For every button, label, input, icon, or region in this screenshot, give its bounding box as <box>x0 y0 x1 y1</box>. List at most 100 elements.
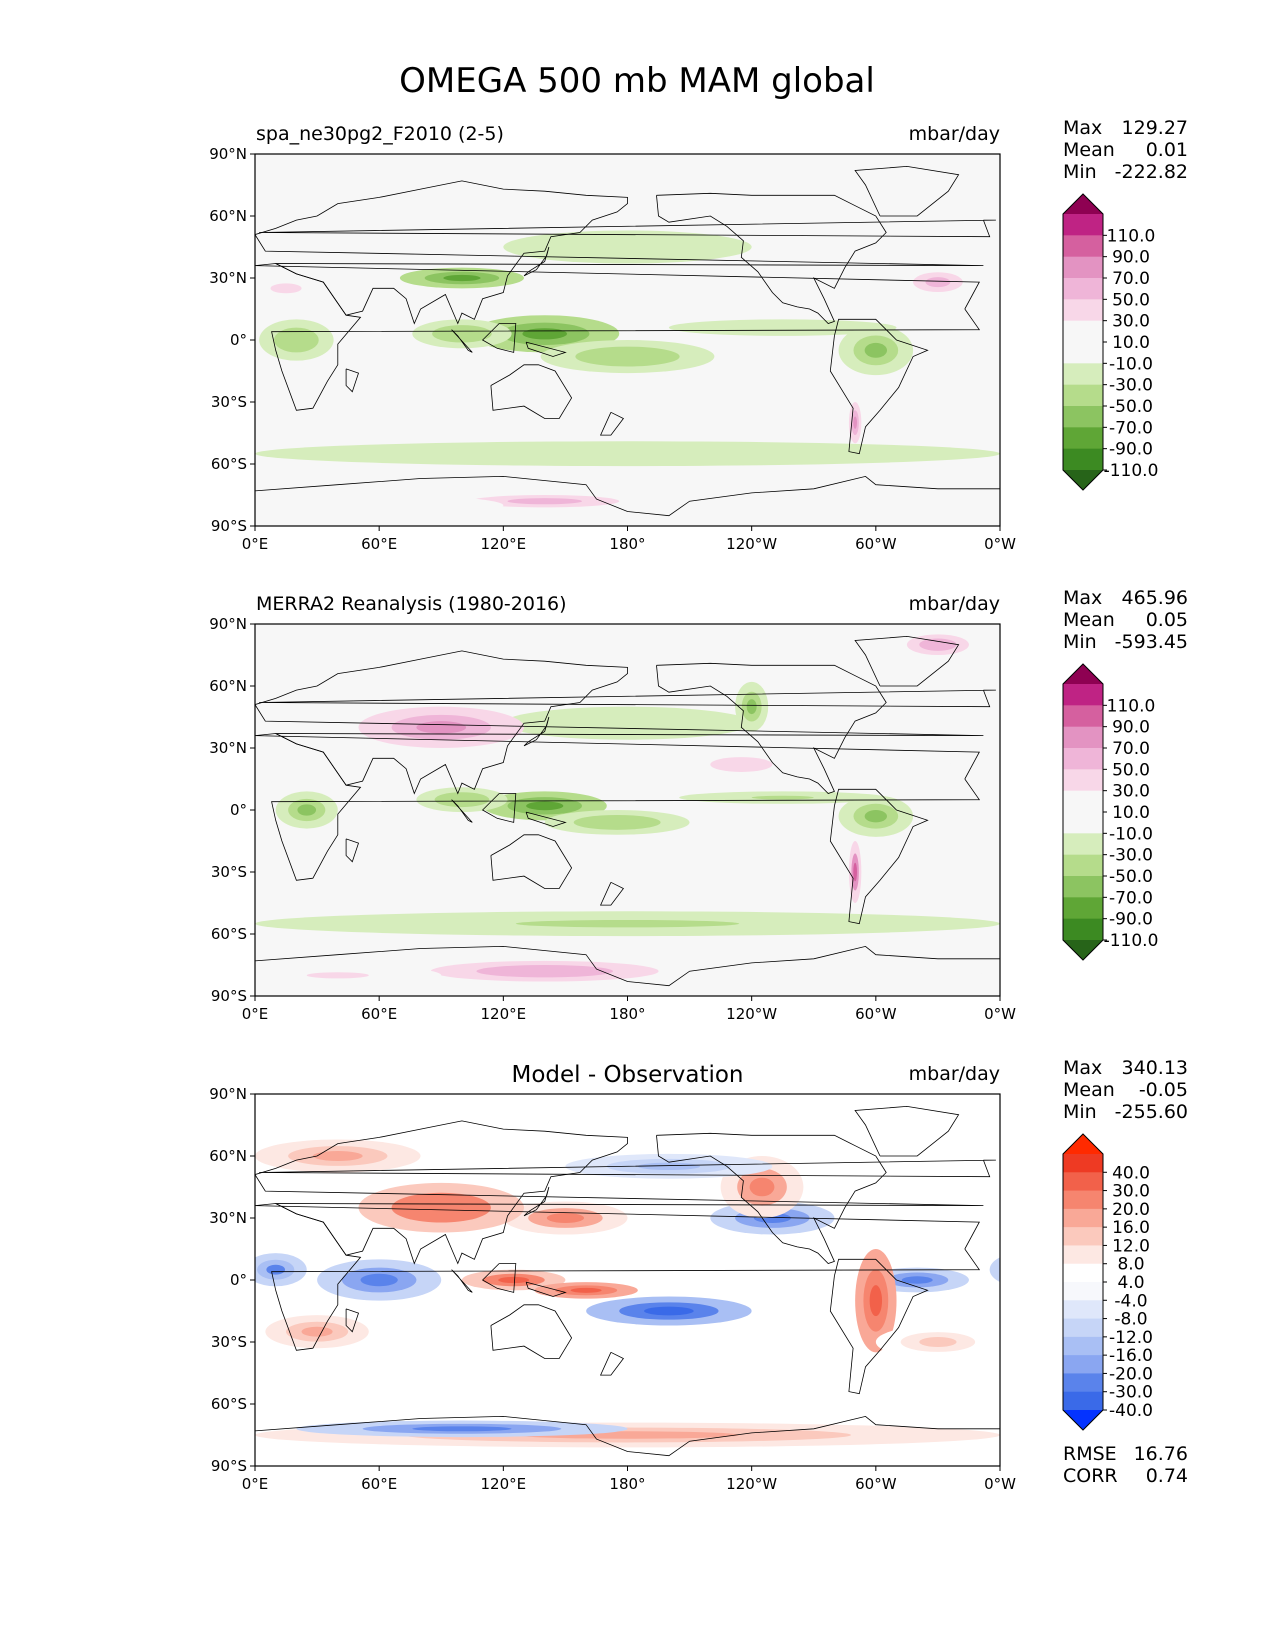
coastline <box>345 1308 360 1333</box>
colorbar-segment <box>1063 1227 1103 1246</box>
colorbar-label: 110.0 <box>1107 696 1156 716</box>
colorbar-label: -20.0 <box>1109 1364 1153 1384</box>
coastline <box>599 881 625 906</box>
coastline <box>523 1186 550 1217</box>
colorbar-segment <box>1063 384 1103 407</box>
field-blob-core <box>590 718 665 729</box>
stat-label: Mean <box>1063 139 1115 161</box>
y-tick-label: 60°S <box>211 455 247 473</box>
y-tick-label: 30°N <box>209 269 247 287</box>
coastline <box>451 329 473 353</box>
colorbar-segment <box>1063 320 1103 343</box>
coastline <box>259 219 996 238</box>
coastline <box>255 1120 984 1265</box>
colorbar-segment <box>1063 1263 1103 1283</box>
coastline <box>854 635 960 687</box>
colorbar-extend-min <box>1063 940 1103 960</box>
colorbar-label: -90.0 <box>1109 910 1153 930</box>
stat-label: Max <box>1063 117 1102 139</box>
colorbar-label: -70.0 <box>1109 888 1153 908</box>
field-blob-core <box>725 760 757 769</box>
y-tick-label: 0° <box>230 331 247 349</box>
colorbar: 110.090.070.050.030.010.0-10.0-30.0-50.0… <box>1062 663 1158 961</box>
panel-3: 0°E 60°E 120°E 180° 120°W 60°W 0°W 90°N 60°N 30°N… <box>209 1057 1188 1493</box>
stat-value: 0.74 <box>1146 1465 1188 1487</box>
coastline <box>255 945 1000 996</box>
field-blob-core <box>853 416 858 429</box>
panel-units: mbar/day <box>909 123 1000 145</box>
x-tick-label: 120°W <box>726 1475 777 1493</box>
y-tick-label: 90°N <box>209 615 247 633</box>
coastline <box>255 1415 1000 1466</box>
colorbar-label: -16.0 <box>1109 1346 1153 1366</box>
field-blob-core <box>570 1287 602 1293</box>
field-blob-core <box>926 748 950 756</box>
coastline <box>451 799 473 823</box>
field-blob-core <box>869 1285 883 1317</box>
colorbar-label: 70.0 <box>1112 269 1150 289</box>
stat-value: 340.13 <box>1122 1057 1188 1079</box>
colorbar-segment <box>1063 705 1103 728</box>
field-blob-core <box>709 283 753 294</box>
x-tick-label: 120°E <box>481 1005 527 1023</box>
colorbar-segment <box>1063 1318 1103 1338</box>
colorbar-segment <box>1063 214 1103 236</box>
colorbar-segment <box>1063 918 1103 941</box>
field-blob-core <box>507 498 582 505</box>
stat-label: Min <box>1063 161 1097 183</box>
x-tick-label: 0°E <box>242 535 269 553</box>
colorbar-label: 90.0 <box>1112 718 1150 738</box>
stat-value: -0.05 <box>1139 1079 1188 1101</box>
panel-left-title: spa_ne30pg2_F2010 (2-5) <box>256 123 504 145</box>
colorbar-segment <box>1063 833 1103 856</box>
colorbar-segment <box>1063 790 1103 813</box>
coastline <box>255 733 981 881</box>
colorbar-segment <box>1063 1190 1103 1210</box>
coastline <box>599 411 625 436</box>
field-blob-core <box>901 1276 933 1284</box>
x-tick-label: 0°E <box>242 1475 269 1493</box>
colorbar-label: 50.0 <box>1112 290 1150 310</box>
x-tick-label: 0°W <box>984 1005 1016 1023</box>
field-blob-core <box>341 502 417 509</box>
colorbar-label: 40.0 <box>1112 1163 1150 1183</box>
coastline <box>255 263 981 411</box>
colorbar-label: -110.0 <box>1104 461 1159 481</box>
colorbar-extend-max <box>1063 194 1103 214</box>
field-blob-core <box>864 810 888 823</box>
coastlines <box>255 1105 1000 1466</box>
colorbar-label: -30.0 <box>1109 376 1153 396</box>
coastline <box>656 662 887 794</box>
field-blob-core <box>306 972 369 979</box>
colorbar-extend-min <box>1063 470 1103 490</box>
y-tick-label: 60°S <box>211 925 247 943</box>
y-tick-label: 0° <box>230 1271 247 1289</box>
field-layer <box>255 230 1000 516</box>
colorbar-label: -10.0 <box>1109 354 1153 374</box>
colorbar-label: -4.0 <box>1114 1291 1147 1311</box>
field-blob-core <box>510 968 579 975</box>
stat-value: 129.27 <box>1122 117 1188 139</box>
colorbar-label: 8.0 <box>1117 1255 1144 1275</box>
colorbar-label: 4.0 <box>1117 1273 1144 1293</box>
coastline <box>255 180 984 325</box>
field-layer <box>255 1139 1000 1448</box>
coastline <box>255 475 1000 526</box>
stat-label: Mean <box>1063 609 1115 631</box>
colorbar-segment <box>1063 1245 1103 1265</box>
field-blob-core <box>448 795 476 804</box>
coastline <box>481 1263 517 1293</box>
coastline <box>481 793 517 823</box>
colorbar-segment <box>1063 1336 1103 1356</box>
field-blob-core <box>312 1151 363 1161</box>
colorbar-label: 70.0 <box>1112 739 1150 759</box>
coastline <box>259 689 996 708</box>
stat-value: 0.05 <box>1146 609 1188 631</box>
coastline <box>829 1258 929 1395</box>
coastline <box>490 834 573 889</box>
field-blob-core <box>853 862 858 882</box>
x-tick-label: 60°W <box>855 1475 897 1493</box>
colorbar-segment <box>1063 769 1103 792</box>
coastline <box>829 318 929 455</box>
panel-1: 0°E 60°E 120°E 180° 120°W 60°W 0°W 90°N 60°N 30°N… <box>209 117 1188 553</box>
